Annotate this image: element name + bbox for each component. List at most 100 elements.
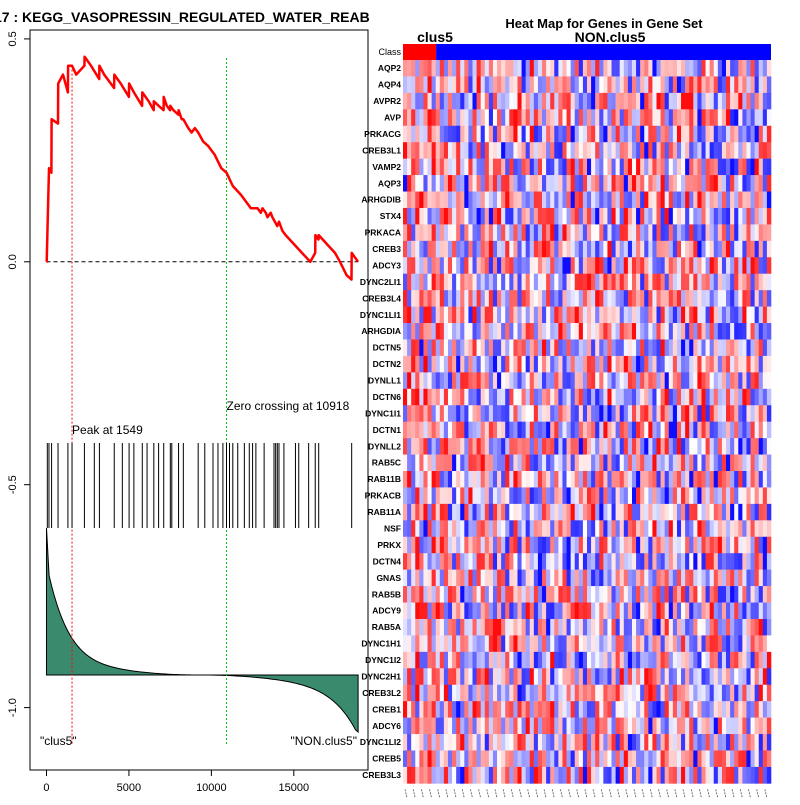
heatmap-cell xyxy=(525,684,531,702)
heatmap-cell xyxy=(546,372,551,390)
heatmap-cell xyxy=(623,602,629,620)
heatmap-cell xyxy=(738,60,743,77)
heatmap-cell xyxy=(468,257,473,275)
heatmap-cell xyxy=(652,224,657,242)
heatmap-cell xyxy=(734,668,739,686)
heatmap-cell xyxy=(746,125,751,143)
heatmap-cell xyxy=(558,701,563,718)
heatmap-cell xyxy=(468,60,473,77)
heatmap-cell xyxy=(762,92,768,110)
heatmap-cell xyxy=(423,586,428,603)
heatmap-cell xyxy=(717,717,723,735)
heatmap-cell xyxy=(766,142,772,159)
heatmap-cell xyxy=(460,306,465,324)
heatmap-cell xyxy=(566,618,571,636)
heatmap-cell xyxy=(672,701,678,718)
heatmap-cell xyxy=(754,421,760,439)
heatmap-cell xyxy=(689,454,694,472)
heatmap-cell xyxy=(480,651,486,669)
gene-row-label: DCTN2 xyxy=(373,359,402,369)
heatmap-cell xyxy=(435,388,441,406)
heatmap-cell xyxy=(497,388,502,406)
heatmap-cell xyxy=(554,323,559,340)
heatmap-cell xyxy=(456,635,461,653)
heatmap-cell xyxy=(656,257,661,275)
heatmap-cell xyxy=(697,125,702,143)
heatmap-cell xyxy=(439,438,445,455)
gene-row-label: ADCY6 xyxy=(372,721,401,731)
heatmap-cell xyxy=(615,273,621,291)
heatmap-cell xyxy=(443,76,449,94)
heatmap-cell xyxy=(738,586,743,603)
heatmap-cell xyxy=(697,257,702,275)
heatmap-cell xyxy=(435,586,441,603)
heatmap-cell xyxy=(652,125,657,143)
heatmap-cell xyxy=(726,240,731,258)
heatmap-cell xyxy=(640,109,645,127)
heatmap-cell xyxy=(464,207,469,225)
heatmap-cell xyxy=(554,290,559,307)
heatmap-cell xyxy=(480,323,486,340)
heatmap-cell xyxy=(443,191,449,209)
heatmap-cell xyxy=(431,750,437,768)
heatmap-cell xyxy=(431,142,437,159)
heatmap-cell xyxy=(693,602,698,620)
heatmap-cell xyxy=(554,734,559,751)
heatmap-cell xyxy=(672,306,678,324)
heatmap-cell xyxy=(689,240,694,258)
heatmap-cell xyxy=(681,273,686,291)
heatmap-cell xyxy=(415,569,420,587)
heatmap-cell xyxy=(652,766,657,784)
heatmap-cell xyxy=(640,60,645,77)
gene-row-label: RAB5A xyxy=(372,622,401,632)
heatmap-cell xyxy=(521,668,526,686)
heatmap-cell xyxy=(758,92,764,110)
heatmap-cell xyxy=(533,405,539,422)
heatmap-cell xyxy=(615,602,621,620)
heatmap-cell xyxy=(517,734,522,751)
heatmap-cell xyxy=(415,701,420,718)
heatmap-cell xyxy=(464,701,469,718)
heatmap-cell xyxy=(403,602,408,620)
heatmap-cell xyxy=(766,454,772,472)
heatmap-cell xyxy=(648,635,653,653)
heatmap-cell xyxy=(513,438,518,455)
heatmap-cell xyxy=(754,618,760,636)
heatmap-cell xyxy=(550,471,555,488)
heatmap-cell xyxy=(464,372,469,390)
heatmap-cell xyxy=(636,586,641,603)
heatmap-cell xyxy=(574,684,580,702)
heatmap-cell xyxy=(419,60,424,77)
heatmap-cell xyxy=(517,717,522,735)
heatmap-cell xyxy=(537,191,543,209)
heatmap-cell xyxy=(697,175,702,192)
heatmap-cell xyxy=(697,438,702,455)
heatmap-cell xyxy=(693,323,698,340)
heatmap-cell xyxy=(521,651,526,669)
ranked-metric-area xyxy=(45,527,359,734)
heatmap-cell xyxy=(521,60,526,77)
heatmap-cell xyxy=(542,553,547,570)
sample-label-mark xyxy=(649,789,653,799)
heatmap-cell xyxy=(705,618,710,636)
heatmap-cell xyxy=(603,618,608,636)
heatmap-cell xyxy=(599,323,604,340)
heatmap-cell xyxy=(615,125,621,143)
heatmap-cell xyxy=(570,323,576,340)
heatmap-cell xyxy=(726,536,731,554)
heatmap-cell xyxy=(542,175,547,192)
heatmap-cell xyxy=(558,142,563,159)
heatmap-cell xyxy=(766,273,772,291)
heatmap-cell xyxy=(721,734,727,751)
heatmap-cell xyxy=(615,92,621,110)
heatmap-cell xyxy=(730,92,735,110)
heatmap-cell xyxy=(681,750,686,768)
heatmap-cell xyxy=(447,60,453,77)
heatmap-cell xyxy=(672,520,678,538)
heatmap-cell xyxy=(664,668,670,686)
heatmap-cell xyxy=(685,224,690,242)
heatmap-cell xyxy=(443,60,449,77)
heatmap-cell xyxy=(578,602,584,620)
heatmap-cell xyxy=(636,438,641,455)
heatmap-cell xyxy=(607,668,612,686)
